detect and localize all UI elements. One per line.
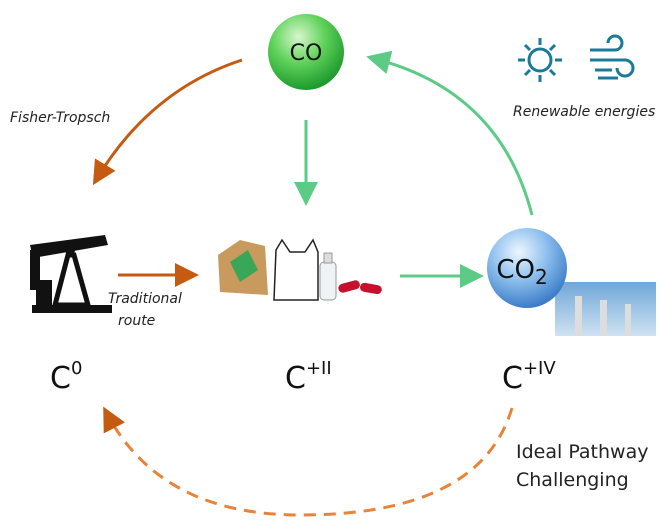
note: Ideal Pathway — [516, 441, 648, 463]
ox-sup: +IV — [523, 358, 556, 379]
wind-icon — [590, 36, 633, 78]
oil-pump-icon — [30, 235, 112, 313]
products-icon — [218, 240, 383, 300]
annotation: Renewable energies — [513, 104, 655, 120]
dashed-arrow — [106, 408, 512, 515]
ox-base: C — [50, 361, 71, 396]
co2-base: CO — [496, 255, 535, 285]
annotation: route — [118, 313, 155, 329]
annotation: Traditional — [108, 291, 182, 307]
arrow — [372, 58, 532, 215]
oxidation-state: C+II — [285, 358, 332, 396]
note: Challenging — [516, 469, 629, 491]
diagram: CO CO2 Fisher-Tropsch Renewable energies… — [0, 0, 661, 521]
ox-sup: +II — [306, 358, 332, 379]
sun-icon — [518, 38, 562, 82]
oxidation-state: C0 — [50, 358, 82, 396]
annotation: Fisher-Tropsch — [10, 110, 110, 126]
arrow — [96, 60, 242, 180]
ox-base: C — [502, 361, 523, 396]
co2-sub: 2 — [535, 265, 548, 289]
oxidation-state: C+IV — [502, 358, 556, 396]
ox-base: C — [285, 361, 306, 396]
ox-sup: 0 — [71, 358, 82, 379]
co-label: CO — [290, 41, 323, 66]
